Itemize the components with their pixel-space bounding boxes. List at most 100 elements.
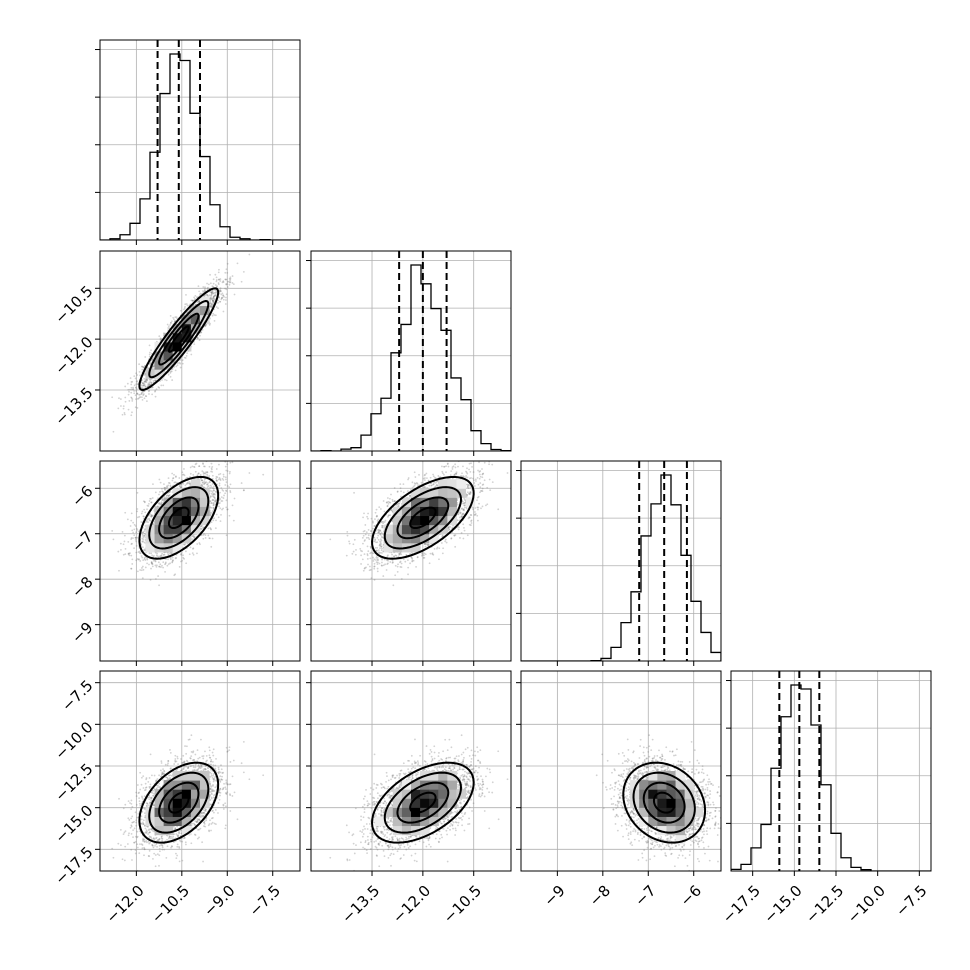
scatter-point [206,287,209,290]
scatter-point [205,481,207,483]
scatter-point [170,552,173,555]
scatter-point [149,383,151,386]
density-cell [190,305,201,316]
scatter-point [215,513,218,516]
scatter-point [171,472,174,475]
scatter-point [193,535,196,538]
scatter-point [185,483,188,485]
scatter-point [141,381,144,384]
scatter-point [196,543,199,545]
scatter-point [124,547,127,550]
scatter-point [169,314,172,317]
scatter-point [129,377,132,380]
scatter-point [217,307,219,310]
scatter-point [146,557,149,560]
scatter-point [146,378,149,381]
scatter-point [215,475,218,478]
scatter-point [210,305,213,308]
scatter-point [201,484,203,487]
scatter-point [183,543,186,546]
scatter-point [214,497,216,500]
scatter-point [212,292,215,295]
scatter-point [169,562,171,565]
scatter-point [209,527,212,530]
scatter-point [216,476,219,479]
scatter-point [131,398,134,401]
scatter-point [215,280,218,283]
scatter-point [155,388,158,391]
scatter-point [141,368,144,371]
scatter-point [215,291,218,293]
scatter-point [146,366,149,369]
scatter-point [170,370,173,373]
scatter-point [206,483,208,486]
scatter-point [141,382,144,385]
scatter-point [211,483,214,485]
scatter-point [170,320,173,323]
scatter-point [211,314,214,317]
scatter-point [214,294,217,297]
scatter-point [213,314,216,316]
scatter-point [140,392,143,395]
scatter-point [135,551,138,554]
scatter-point [212,519,215,522]
scatter-point [150,501,153,504]
scatter-point [181,362,184,365]
scatter-point [144,379,147,382]
scatter-point [198,339,201,342]
scatter-point [218,505,220,508]
scatter-point [158,335,161,338]
scatter-point [169,322,172,324]
density-cell [181,341,192,352]
scatter-point [135,386,138,389]
scatter-point [148,353,151,356]
scatter-point [135,388,138,390]
scatter-point [148,378,151,381]
scatter-point [153,554,155,557]
scatter-point [126,518,129,521]
scatter-point [248,253,251,256]
scatter-point [215,306,218,308]
scatter-point [139,560,142,562]
scatter-point [130,567,133,570]
scatter-point [214,273,217,276]
scatter-point [122,405,125,408]
scatter-point [202,481,205,484]
scatter-point [168,494,171,496]
scatter-point [198,290,201,293]
scatter-point [220,487,223,489]
scatter-point [169,372,172,374]
scatter-point [221,508,223,511]
scatter-point [233,497,236,500]
scatter-point [151,359,154,362]
scatter-point [126,382,129,385]
scatter-point [137,397,140,400]
scatter-point [153,365,155,368]
scatter-point [231,504,234,507]
scatter-point [185,311,188,314]
scatter-point [220,500,223,502]
scatter-point [152,379,155,382]
scatter-point [188,476,191,478]
scatter-point [217,478,220,481]
scatter-point [130,414,133,417]
density-cell [163,351,174,361]
scatter-point [127,552,130,555]
scatter-point [150,349,152,352]
scatter-point [167,484,170,487]
scatter-point [229,281,231,284]
scatter-point [174,481,177,484]
scatter-point [127,388,130,391]
scatter-point [159,504,162,506]
scatter-point [213,291,216,294]
scatter-point [212,489,215,491]
density-cell [190,314,201,325]
scatter-point [194,303,197,306]
scatter-point [204,324,207,327]
scatter-point [169,370,172,373]
scatter-point [189,484,192,486]
scatter-point [183,356,186,359]
scatter-point [138,396,141,399]
scatter-point [171,556,174,559]
scatter-point [214,499,217,502]
